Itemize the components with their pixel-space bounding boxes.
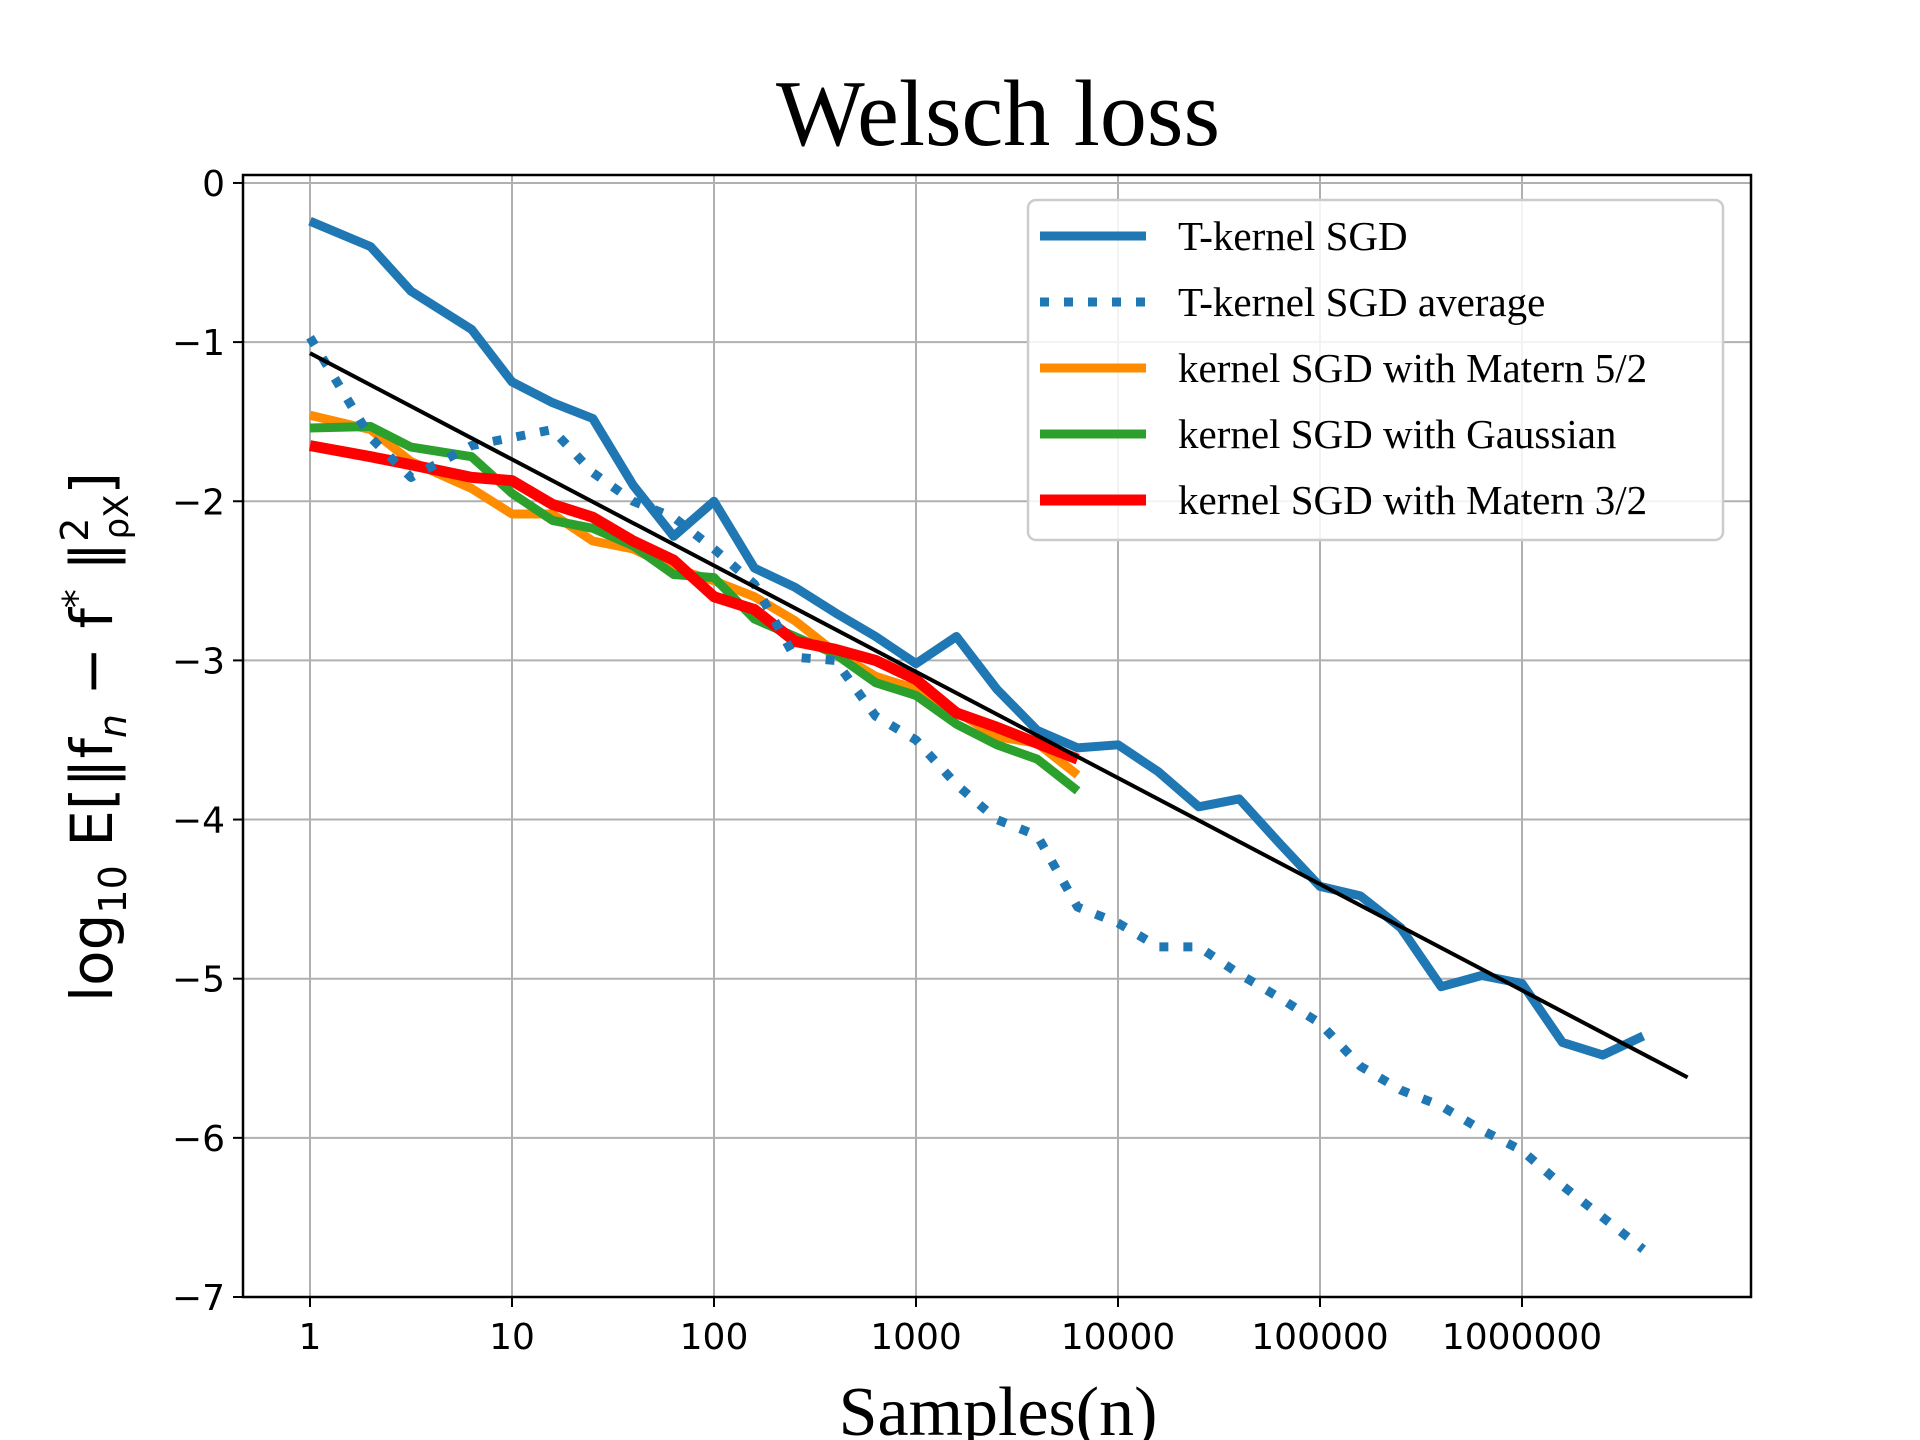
legend-label-t-kernel-sgd-average: T-kernel SGD average bbox=[1178, 279, 1545, 325]
x-tick-label: 100 bbox=[680, 1317, 749, 1358]
x-axis-label: Samples(n) bbox=[839, 1374, 1158, 1440]
y-tick-label: −3 bbox=[172, 641, 225, 682]
series-line-t-kernel-sgd-average bbox=[306, 334, 1646, 1253]
x-tick-label: 1000000 bbox=[1442, 1317, 1602, 1358]
legend-entries: T-kernel SGD T-kernel SGD average kernel S… bbox=[1040, 213, 1647, 523]
legend-label-t-kernel-sgd: T-kernel SGD bbox=[1178, 213, 1408, 259]
y-axis-label-exp: 2 bbox=[53, 517, 97, 541]
legend-label-kernel-sgd-with-gaussian: kernel SGD with Gaussian bbox=[1178, 411, 1616, 457]
chart-title: Welsch loss bbox=[776, 62, 1220, 166]
series-line-t-kernel-sgd bbox=[308, 217, 1646, 1060]
legend-label-kernel-sgd-with-matern-3-2: kernel SGD with Matern 3/2 bbox=[1178, 477, 1647, 523]
y-tick-label: −7 bbox=[172, 1278, 225, 1319]
axis-ticks: 1 10 100 1000 10000 100000 1000000 0 −1 −2 −3 −4 −5 −… bbox=[172, 164, 1602, 1358]
y-tick-label: −6 bbox=[172, 1119, 225, 1160]
series-line-kernel-sgd-with-gaussian bbox=[309, 422, 1081, 795]
x-tick-label: 100000 bbox=[1251, 1317, 1388, 1358]
series-group bbox=[306, 217, 1689, 1253]
y-axis-label-star: * bbox=[55, 589, 99, 608]
plot-frame bbox=[241, 173, 1753, 1299]
x-tick-label: 1000 bbox=[870, 1317, 962, 1358]
y-axis-label-sub-n: n bbox=[91, 714, 135, 738]
series-line-reference-fit bbox=[309, 351, 1689, 1080]
x-tick-label: 10000 bbox=[1061, 1317, 1176, 1358]
legend: T-kernel SGD T-kernel SGD average kernel S… bbox=[1026, 198, 1725, 542]
series-line-kernel-sgd-with-matern-3-2 bbox=[309, 440, 1080, 765]
legend-frame bbox=[1026, 198, 1725, 542]
x-tick-label: 1 bbox=[299, 1317, 322, 1358]
y-tick-label: −5 bbox=[172, 960, 225, 1001]
y-tick-label: −1 bbox=[172, 323, 225, 364]
y-axis-label-sub-rho: ρX bbox=[97, 495, 137, 540]
legend-label-kernel-sgd-with-matern-5-2: kernel SGD with Matern 5/2 bbox=[1178, 345, 1647, 391]
x-tick-label: 10 bbox=[489, 1317, 535, 1358]
y-tick-label: −4 bbox=[172, 801, 225, 842]
y-tick-label: 0 bbox=[202, 164, 225, 205]
y-axis-label-log-base: 10 bbox=[91, 865, 135, 913]
y-tick-label: −2 bbox=[172, 482, 225, 523]
